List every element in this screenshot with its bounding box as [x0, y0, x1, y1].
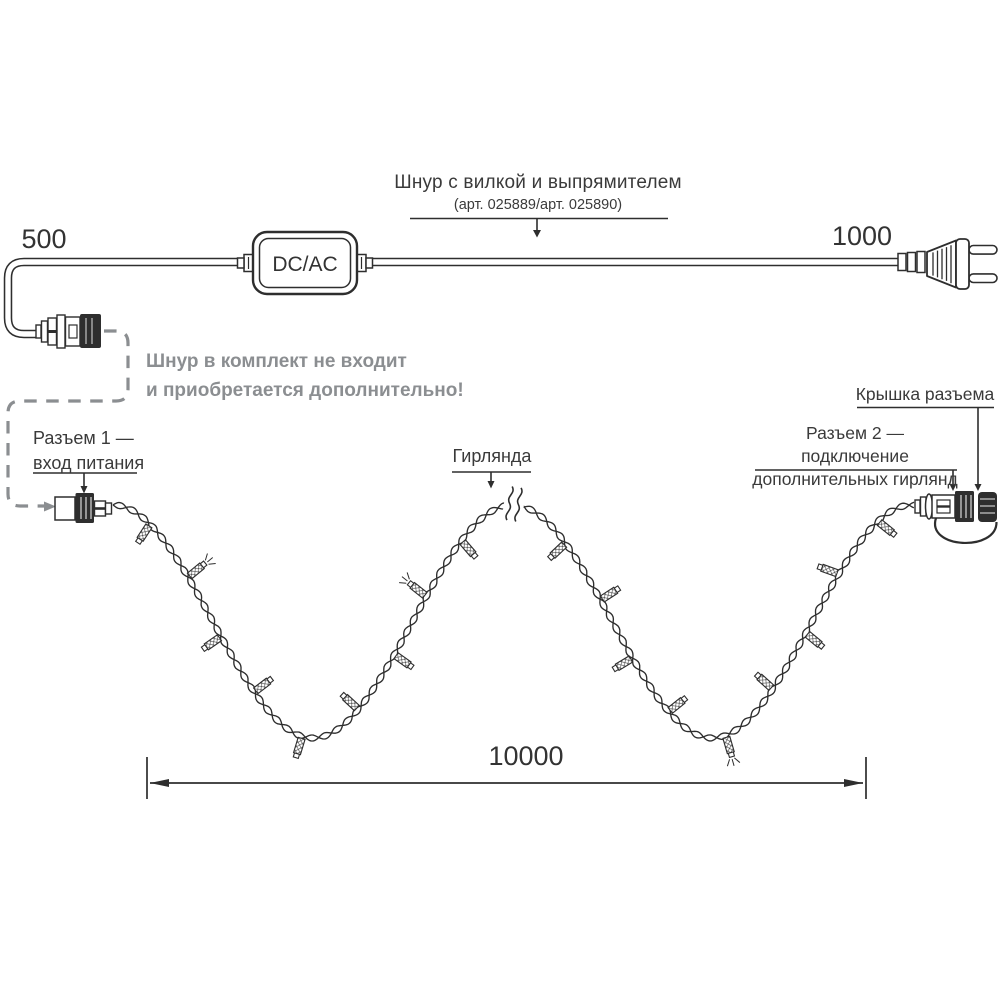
lamp-icon [134, 523, 153, 545]
lamp-icon [876, 518, 898, 539]
garland-leader [452, 471, 531, 489]
connector1-icon [54, 493, 113, 523]
connector2-label-line1: Разъем 2 — подключение [801, 423, 909, 466]
lamp-icon [459, 538, 479, 560]
lamp-icon [599, 585, 622, 603]
connector2-label: Разъем 2 — подключение дополнительных ги… [751, 422, 959, 491]
lamp-icon [399, 572, 428, 599]
lamp-icon [753, 671, 775, 692]
cord-article-numbers: (арт. 025889/арт. 025890) [453, 197, 623, 213]
not-included-dashed-path [6, 329, 130, 512]
converter-box [236, 230, 374, 296]
lamp-icon [186, 553, 216, 580]
cap-icon [978, 492, 997, 522]
connector1-label-line1: Разъем 1 — [33, 428, 134, 448]
connector2-icon [914, 491, 998, 544]
lamp-icon [546, 541, 568, 562]
note-line2: и приобретается дополнительно! [146, 380, 464, 401]
lamp-icon [804, 630, 826, 650]
converter-label: DC/AC [272, 253, 337, 276]
cord-label-leader [410, 217, 668, 238]
garland-wire [112, 501, 915, 767]
lamp-icon [252, 675, 275, 695]
connector2-label-line2: дополнительных гирлянд [752, 469, 958, 489]
connector1-label: Разъем 1 — вход питания [33, 426, 144, 476]
lamp-icon [667, 694, 689, 715]
cap-label: Крышка разъема [855, 384, 995, 404]
lamp-icon [393, 651, 415, 671]
left-cord [3, 257, 243, 339]
lamp-icon [339, 691, 361, 712]
note-line1: Шнур в комплект не входит [146, 351, 407, 372]
cord-connector-icon [35, 314, 101, 349]
cord-not-included-note: Шнур в комплект не входит и приобретаетс… [146, 347, 464, 405]
lamp-icon [200, 634, 223, 653]
connector1-label-line2: вход питания [33, 453, 145, 473]
lamp-icon [816, 563, 839, 578]
connector2-leader [755, 469, 957, 491]
garland-label: Гирлянда [452, 446, 532, 466]
connector1-leader [33, 472, 137, 494]
break-mark-icon [502, 486, 526, 522]
power-plug-icon [897, 238, 998, 290]
dim-left-cord: 500 [21, 224, 67, 254]
cap-leader [857, 406, 994, 491]
cord-label: Шнур с вилкой и выпрямителем [394, 172, 682, 193]
lamp-icon [611, 655, 634, 673]
lamp-icon [722, 735, 741, 767]
lamp-icon [292, 736, 306, 760]
length-dimension [146, 757, 867, 799]
dim-right-cord: 1000 [831, 221, 893, 251]
dim-garland-length: 10000 [488, 741, 564, 771]
